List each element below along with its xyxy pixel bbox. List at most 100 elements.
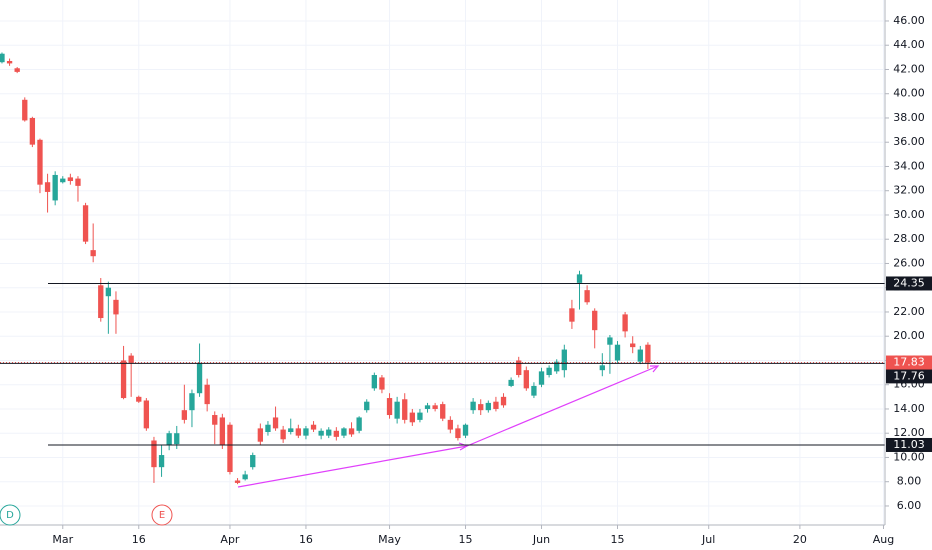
level-label-bg — [886, 437, 932, 452]
grid — [0, 0, 885, 525]
candle-body — [371, 375, 377, 389]
earnings-label: E — [159, 510, 165, 521]
y-tick-label: 36.00 — [893, 135, 925, 148]
candle-body — [516, 360, 522, 376]
price-axis — [885, 0, 932, 550]
y-tick-label: 34.00 — [893, 159, 925, 172]
candle-body — [60, 178, 66, 183]
dividend-marker — [0, 504, 21, 526]
candle-body — [576, 274, 583, 283]
y-tick-label: 14.00 — [893, 402, 925, 415]
candle-body — [82, 205, 89, 242]
arrow-head — [650, 365, 660, 373]
y-tick-label: 8.00 — [897, 475, 922, 488]
candle-body — [546, 367, 552, 376]
candle-body — [348, 428, 355, 435]
y-tick-label: 40.00 — [893, 87, 925, 100]
candle-body — [364, 401, 370, 411]
x-tick-label: Apr — [220, 533, 240, 546]
candle-body — [272, 417, 279, 429]
y-tick-label: 42.00 — [893, 62, 925, 75]
candle-body — [29, 117, 36, 145]
candle-body — [98, 285, 104, 319]
candle-body — [356, 417, 362, 431]
candle-body — [75, 178, 81, 186]
level-label-bg — [886, 276, 932, 291]
candle-body — [90, 250, 96, 257]
y-tick-label: 26.00 — [893, 256, 925, 269]
candle-body — [386, 398, 393, 416]
candle-body — [485, 402, 491, 411]
y-tick-label: 30.00 — [893, 208, 925, 221]
x-tick-label: 16 — [132, 533, 146, 546]
candle-body — [143, 400, 150, 429]
candle-body — [288, 428, 294, 433]
candle-body — [6, 60, 13, 64]
candle-body — [584, 290, 590, 303]
candle-body — [67, 177, 74, 182]
candle-body — [447, 419, 453, 430]
level-label: 24.35 — [893, 276, 925, 289]
candle-body — [265, 424, 271, 433]
x-tick-label: Aug — [873, 533, 894, 546]
candle-body — [310, 424, 317, 430]
y-tick-label: 46.00 — [893, 14, 925, 27]
y-tick-label: 32.00 — [893, 184, 925, 197]
candle-body — [196, 362, 203, 394]
y-tick-label: 10.00 — [893, 450, 925, 463]
candle-body — [440, 404, 446, 419]
candle-body — [637, 349, 643, 362]
candle-body — [341, 428, 347, 436]
trend-line — [237, 445, 468, 488]
candle-body — [189, 393, 195, 411]
candle-body — [0, 53, 5, 63]
candle-body — [250, 455, 256, 468]
candle-body — [561, 349, 567, 371]
candle-body — [607, 337, 613, 345]
candle-body — [295, 428, 302, 436]
candle-body — [645, 344, 651, 363]
price-label-bg — [886, 355, 932, 370]
candles — [0, 52, 651, 485]
level-label: 17.76 — [893, 369, 925, 382]
y-tick-label: 6.00 — [897, 499, 922, 512]
candle-body — [417, 412, 423, 420]
candle-body — [569, 308, 575, 322]
x-tick-label: 16 — [299, 533, 313, 546]
candle-body — [554, 361, 560, 372]
candle-body — [402, 399, 408, 420]
candle-body — [599, 365, 605, 371]
candle-body — [174, 433, 180, 445]
candle-body — [630, 343, 636, 348]
candle-body — [52, 174, 58, 201]
candle-body — [227, 424, 233, 473]
candle-body — [508, 379, 514, 386]
candle-body — [493, 401, 499, 409]
candle-body — [242, 474, 248, 480]
candle-body — [622, 314, 628, 332]
candle-body — [234, 480, 241, 483]
candle-body — [257, 428, 264, 442]
candle-body — [538, 371, 545, 385]
candle-body — [136, 396, 142, 402]
candle-body — [128, 355, 134, 363]
x-tick-label: Mar — [52, 533, 73, 546]
x-tick-label: 20 — [793, 533, 807, 546]
y-tick-label: 12.00 — [893, 426, 925, 439]
candle-body — [158, 455, 165, 468]
levels — [0, 282, 885, 446]
candle-body — [204, 384, 210, 405]
candle-body — [592, 310, 598, 331]
y-tick-label: 38.00 — [893, 111, 925, 124]
candle-body — [14, 68, 20, 72]
x-tick-label: May — [378, 533, 401, 546]
candle-body — [478, 404, 484, 411]
candle-body — [120, 360, 127, 399]
candle-body — [470, 401, 476, 411]
candle-body — [432, 405, 438, 409]
candle-body — [181, 410, 188, 420]
candle-body — [22, 99, 28, 121]
level-label-bg — [886, 369, 932, 384]
candle-body — [333, 430, 339, 437]
